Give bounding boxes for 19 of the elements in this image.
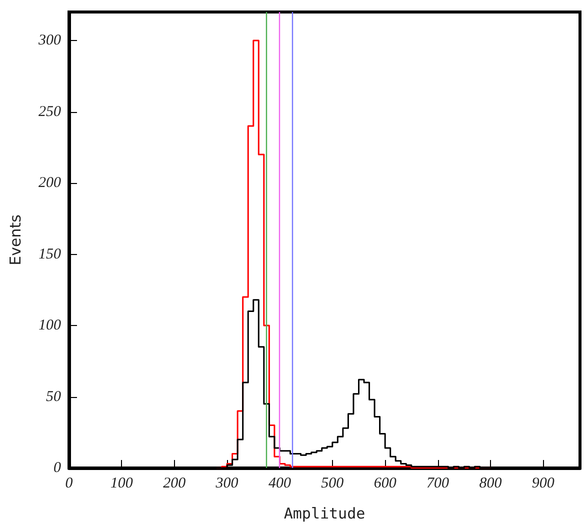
x-tick-label: 200 [163,476,186,492]
x-tick-label: 600 [374,476,397,492]
x-tick-label: 700 [426,476,450,492]
y-tick-label: 300 [38,32,62,48]
x-tick-label: 900 [532,476,555,492]
x-axis-title: Amplitude [284,504,366,522]
x-tick-label: 500 [321,476,344,492]
y-tick-label: 150 [38,246,62,262]
x-tick-label: 800 [479,476,502,492]
y-tick-label: 50 [46,388,62,405]
x-tick-label: 100 [110,476,134,492]
y-axis-title: Events [6,214,24,266]
y-tick-label: 200 [38,175,62,191]
y-tick-label: 100 [38,318,62,334]
y-tick-label: 250 [38,104,62,120]
x-tick-label: 300 [214,476,239,492]
x-tick-label: 0 [65,476,74,492]
x-tick-label: 400 [268,476,292,492]
y-tick-label: 0 [54,460,62,476]
